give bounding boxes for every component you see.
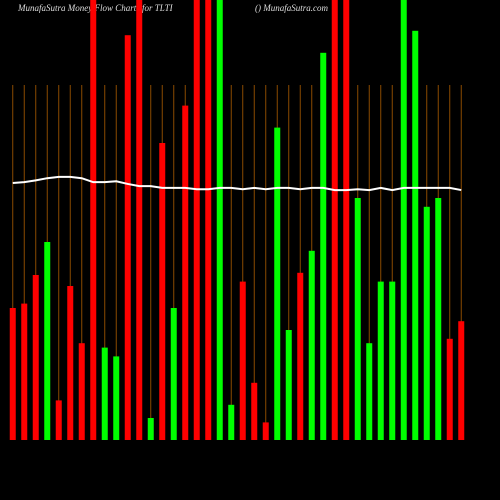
bar: [435, 198, 442, 440]
bar: [170, 308, 177, 440]
bar: [101, 347, 108, 440]
bar: [205, 0, 212, 440]
bar: [136, 0, 143, 440]
bar: [9, 308, 16, 440]
bar: [389, 281, 396, 440]
bar: [21, 303, 28, 440]
bar: [308, 250, 315, 440]
bar: [274, 127, 281, 440]
bar: [331, 0, 338, 440]
bar: [251, 382, 258, 440]
bar: [377, 281, 384, 440]
chart-subtitle: () MunafaSutra.com: [255, 3, 328, 13]
bar: [285, 330, 292, 440]
bar: [320, 52, 327, 441]
bar: [78, 343, 85, 440]
bar: [147, 418, 154, 440]
bar: [446, 338, 453, 440]
bar: [412, 30, 419, 441]
bar: [67, 286, 74, 440]
bar: [423, 206, 430, 440]
bar: [124, 35, 131, 440]
bar: [239, 281, 246, 440]
bar: [159, 143, 166, 440]
bar: [228, 404, 235, 440]
bar: [297, 272, 304, 440]
bar: [182, 105, 189, 440]
bar: [90, 0, 97, 440]
bar: [400, 0, 407, 440]
money-flow-line: [12, 175, 462, 192]
bar: [55, 400, 62, 440]
bar: [32, 275, 39, 440]
bar: [113, 356, 120, 440]
bar: [216, 0, 223, 440]
bar: [343, 0, 350, 440]
bar: [354, 198, 361, 440]
bar: [366, 343, 373, 440]
bar: [193, 0, 200, 440]
bar: [44, 242, 51, 440]
bar: [262, 422, 269, 440]
bar: [458, 321, 465, 440]
